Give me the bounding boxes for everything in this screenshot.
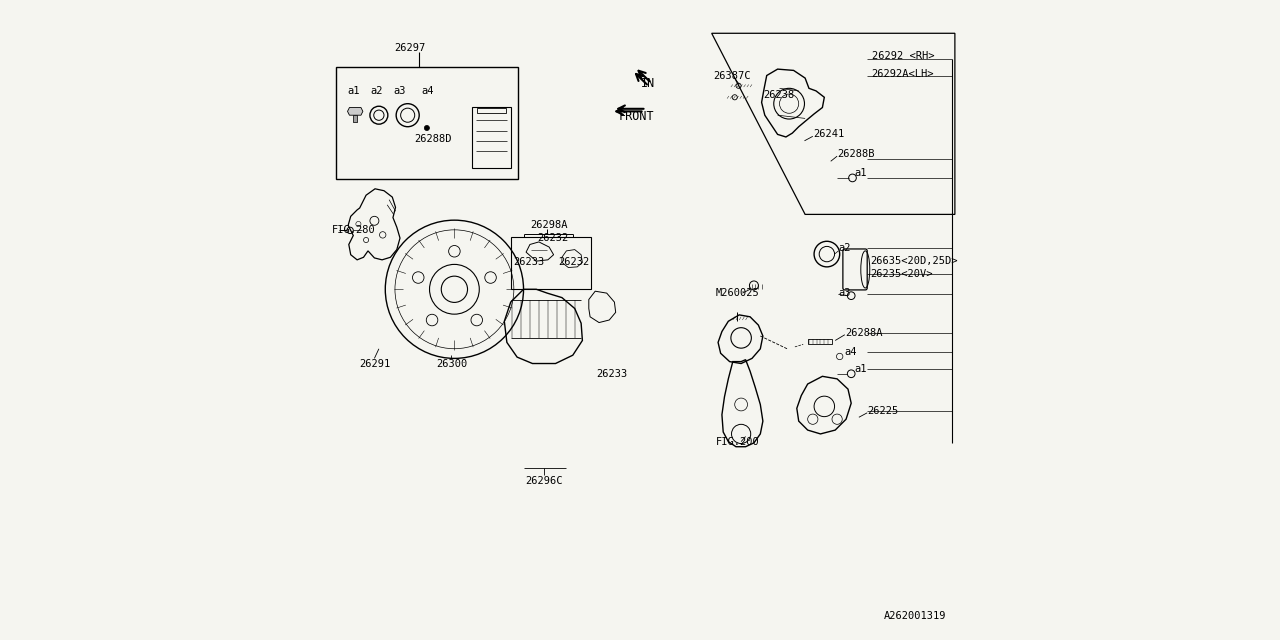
- Bar: [335, 67, 518, 179]
- Bar: [472, 107, 511, 168]
- Text: 26233: 26233: [513, 257, 544, 268]
- Text: a2: a2: [370, 86, 383, 96]
- Text: a2: a2: [838, 243, 851, 253]
- Text: 26232: 26232: [558, 257, 589, 268]
- Text: 26291: 26291: [360, 358, 390, 369]
- Text: A262001319: A262001319: [883, 611, 946, 621]
- Text: 26296C: 26296C: [525, 476, 563, 486]
- Text: 26635<20D,25D>: 26635<20D,25D>: [870, 256, 957, 266]
- Text: 26300: 26300: [436, 358, 467, 369]
- Text: M260025: M260025: [716, 288, 759, 298]
- Text: 26225: 26225: [868, 406, 899, 416]
- Text: 26241: 26241: [813, 129, 844, 140]
- Bar: [808, 339, 832, 344]
- Circle shape: [425, 125, 430, 131]
- Bar: [353, 115, 357, 122]
- Text: IN: IN: [641, 77, 655, 90]
- Text: 26288B: 26288B: [837, 148, 874, 159]
- Text: 26292A<LH>: 26292A<LH>: [872, 69, 934, 79]
- Bar: [477, 108, 507, 113]
- Text: 26288D: 26288D: [415, 134, 452, 144]
- Text: a3: a3: [838, 288, 851, 298]
- Text: 26232: 26232: [538, 233, 568, 243]
- Text: 26288A: 26288A: [845, 328, 882, 338]
- Text: 26297: 26297: [394, 43, 425, 53]
- Text: FRONT: FRONT: [620, 110, 654, 123]
- Polygon shape: [348, 108, 364, 115]
- Text: 26238: 26238: [763, 90, 794, 100]
- Text: a1: a1: [855, 364, 867, 374]
- Text: a4: a4: [845, 347, 858, 357]
- Text: 26387C: 26387C: [714, 70, 751, 81]
- Text: a1: a1: [855, 168, 867, 178]
- Bar: [511, 237, 591, 289]
- Text: 26233: 26233: [596, 369, 627, 379]
- Text: a3: a3: [394, 86, 406, 96]
- Text: a4: a4: [421, 86, 434, 96]
- Text: 26235<20V>: 26235<20V>: [870, 269, 933, 279]
- Text: 26292 <RH>: 26292 <RH>: [872, 51, 934, 61]
- Text: FIG.200: FIG.200: [716, 436, 759, 447]
- Text: FIG.280: FIG.280: [332, 225, 375, 236]
- Text: 26298A: 26298A: [530, 220, 568, 230]
- Text: a1: a1: [347, 86, 360, 96]
